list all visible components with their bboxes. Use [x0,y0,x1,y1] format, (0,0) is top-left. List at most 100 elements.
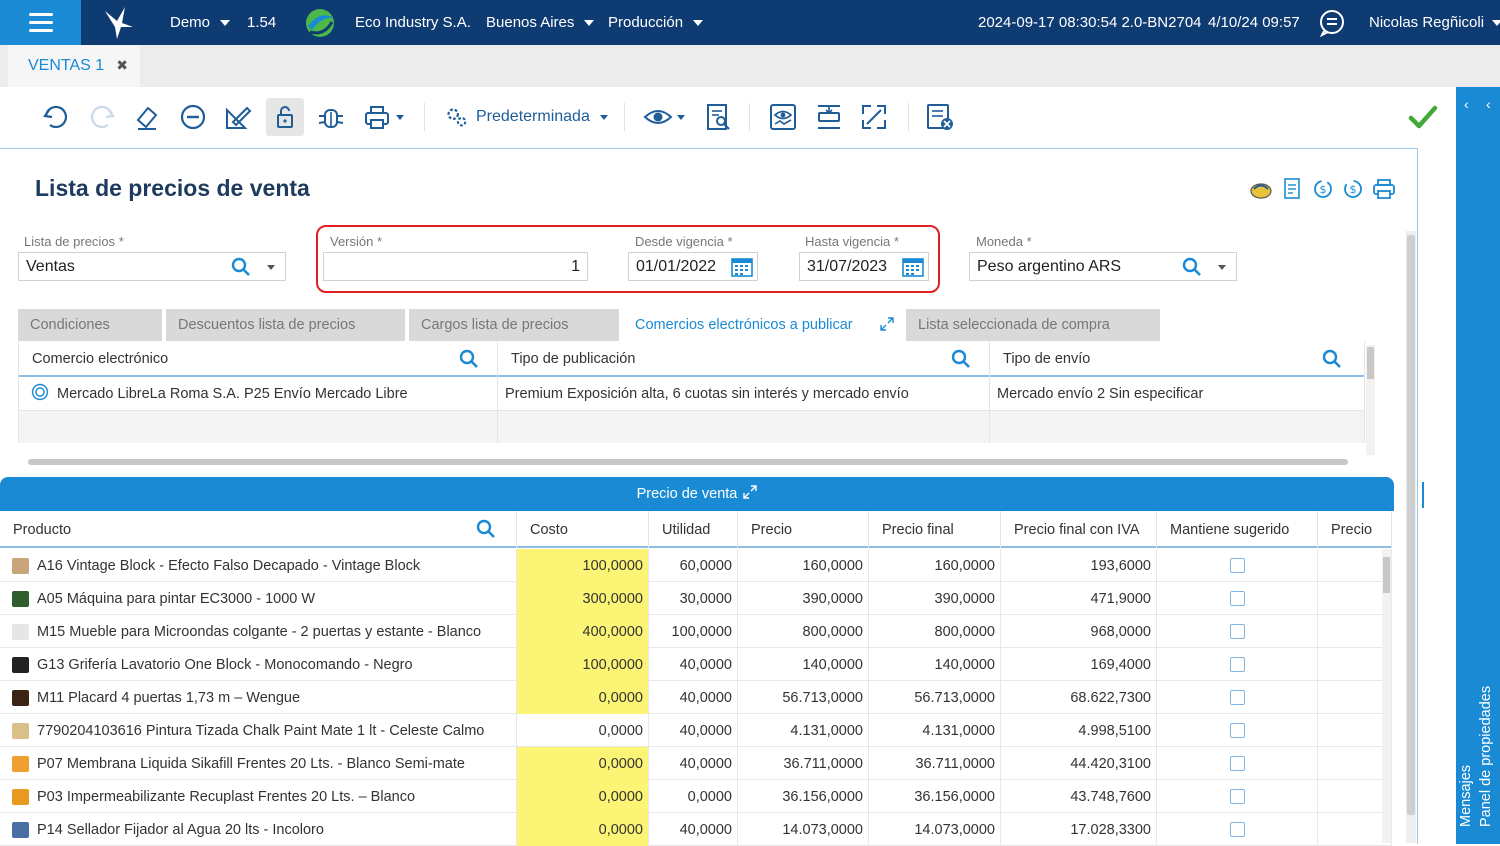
precio-extra-cell[interactable] [1318,714,1392,747]
costo-cell[interactable]: 0,0000 [517,780,649,813]
undo-icon[interactable] [40,101,72,133]
precio-extra-cell[interactable] [1318,747,1392,780]
costo-cell[interactable]: 0,0000 [517,813,649,846]
final-cell[interactable]: 56.713,0000 [869,681,1001,714]
precio-extra-cell[interactable] [1318,780,1392,813]
mantiene-sugerido-checkbox[interactable] [1229,558,1245,573]
utilidad-cell[interactable]: 40,0000 [649,681,738,714]
version-field[interactable]: 1 [323,252,588,281]
search-icon[interactable] [1182,257,1202,282]
view-menu[interactable] [640,101,688,133]
utilidad-cell[interactable]: 40,0000 [649,813,738,846]
tab-ventas[interactable]: VENTAS 1 ✖ [8,45,140,87]
table-row[interactable]: A05 Máquina para pintar EC3000 - 1000 W 3… [0,582,1392,615]
utilidad-cell[interactable]: 60,0000 [649,549,738,582]
vertical-scrollbar[interactable] [1382,549,1391,843]
costo-cell[interactable]: 300,0000 [517,582,649,615]
expand-icon[interactable] [743,485,758,503]
print-menu[interactable] [360,101,406,133]
vertical-scrollbar[interactable] [1366,345,1375,455]
mantiene-sugerido-checkbox[interactable] [1229,789,1245,804]
precio-cell[interactable]: 14.073,0000 [738,813,869,846]
utilidad-cell[interactable]: 0,0000 [649,780,738,813]
costo-cell[interactable]: 100,0000 [517,549,649,582]
tab-condiciones[interactable]: Condiciones [18,309,162,341]
iva-cell[interactable]: 44.420,3100 [1001,747,1157,780]
mantiene-sugerido-checkbox[interactable] [1229,690,1245,705]
env-selector[interactable]: Demo [170,0,231,45]
utilidad-cell[interactable]: 30,0000 [649,582,738,615]
product-cell[interactable]: M15 Mueble para Microondas colgante - 2 … [0,615,517,648]
utilidad-cell[interactable]: 40,0000 [649,714,738,747]
product-cell[interactable]: P03 Impermeabilizante Recuplast Frentes … [0,780,517,813]
iva-cell[interactable]: 193,6000 [1001,549,1157,582]
costo-cell[interactable]: 0,0000 [517,714,649,747]
currency-exchange-icon[interactable] [1249,177,1273,201]
iva-cell[interactable]: 4.998,5100 [1001,714,1157,747]
utilidad-cell[interactable]: 40,0000 [649,747,738,780]
final-cell[interactable]: 4.131,0000 [869,714,1001,747]
tab-descuentos[interactable]: Descuentos lista de precios [166,309,405,341]
messages-tab[interactable]: Mensajes [1458,764,1474,827]
expand-icon[interactable] [858,101,890,133]
table-row[interactable]: G13 Grifería Lavatorio One Block - Monoc… [0,648,1392,681]
calendar-icon[interactable] [731,256,753,283]
tab-comercios[interactable]: Comercios electrónicos a publicar [623,309,902,341]
product-cell[interactable]: G13 Grifería Lavatorio One Block - Monoc… [0,648,517,681]
product-cell[interactable]: M11 Placard 4 puertas 1,73 m – Wengue [0,681,517,714]
column-header[interactable]: Precio final con IVA [1001,511,1157,548]
final-cell[interactable]: 14.073,0000 [869,813,1001,846]
splitter-handle[interactable] [1422,482,1424,508]
moneda-field[interactable]: Peso argentino ARS [969,252,1237,281]
module-selector[interactable]: Producción [608,0,704,45]
iva-cell[interactable]: 169,4000 [1001,648,1157,681]
column-header[interactable]: Precio final [869,511,1001,548]
clear-list-icon[interactable] [924,101,956,133]
costo-cell[interactable]: 0,0000 [517,747,649,780]
chevron-down-icon[interactable] [267,265,275,270]
table-row[interactable]: 7790204103616 Pintura Tizada Chalk Paint… [0,714,1392,747]
mantiene-sugerido-checkbox[interactable] [1229,756,1245,771]
user-menu[interactable]: Nicolas Regñicoli [1369,0,1500,45]
precio-extra-cell[interactable] [1318,615,1392,648]
table-row[interactable]: P07 Membrana Liquida Sikafill Frentes 20… [0,747,1392,780]
row-height-icon[interactable] [813,101,845,133]
precio-cell[interactable]: 140,0000 [738,648,869,681]
mantiene-sugerido-checkbox[interactable] [1229,591,1245,606]
search-icon[interactable] [1322,349,1342,373]
iva-cell[interactable]: 68.622,7300 [1001,681,1157,714]
search-icon[interactable] [459,349,479,373]
costo-cell[interactable]: 400,0000 [517,615,649,648]
column-header[interactable]: Tipo de publicación [498,341,990,377]
eraser-icon[interactable] [131,101,163,133]
precio-cell[interactable]: 800,0000 [738,615,869,648]
product-cell[interactable]: A16 Vintage Block - Efecto Falso Decapad… [0,549,517,582]
bug-icon[interactable] [315,101,347,133]
layout-selector[interactable]: Predeterminada [442,101,612,133]
chevron-left-icon[interactable]: ‹ [1486,96,1491,112]
tab-lista-compra[interactable]: Lista seleccionada de compra [906,309,1160,341]
currency-refresh-icon[interactable]: $ [1311,177,1335,201]
costo-cell[interactable]: 0,0000 [517,681,649,714]
expand-icon[interactable] [880,317,894,335]
table-row[interactable]: P14 Sellador Fijador al Agua 20 lts - In… [0,813,1392,846]
chevron-left-icon[interactable]: ‹ [1464,96,1469,112]
mantiene-sugerido-checkbox[interactable] [1229,723,1245,738]
properties-tab[interactable]: Panel de propiedades [1478,685,1494,827]
precio-extra-cell[interactable] [1318,549,1392,582]
column-header[interactable]: Utilidad [649,511,738,548]
tab-cargos[interactable]: Cargos lista de precios [409,309,619,341]
costo-cell[interactable]: 100,0000 [517,648,649,681]
precio-extra-cell[interactable] [1318,648,1392,681]
document-list-icon[interactable] [1281,177,1305,201]
final-cell[interactable]: 160,0000 [869,549,1001,582]
search-icon[interactable] [231,257,251,282]
chevron-down-icon[interactable] [1218,265,1226,270]
product-cell[interactable]: P14 Sellador Fijador al Agua 20 lts - In… [0,813,517,846]
table-row[interactable]: M11 Placard 4 puertas 1,73 m – Wengue 0,0… [0,681,1392,714]
mantiene-sugerido-checkbox[interactable] [1229,657,1245,672]
edit-pencil-icon[interactable] [222,101,254,133]
lista-precios-field[interactable]: Ventas [18,252,286,281]
calendar-icon[interactable] [902,256,924,283]
product-cell[interactable]: P07 Membrana Liquida Sikafill Frentes 20… [0,747,517,780]
